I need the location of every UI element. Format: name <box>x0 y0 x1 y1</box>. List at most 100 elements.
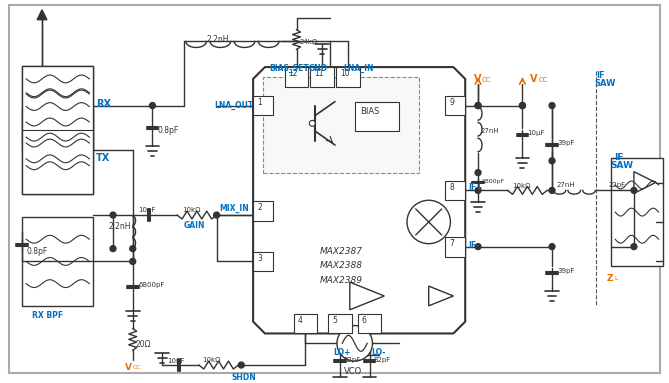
Text: 6: 6 <box>362 316 367 325</box>
Text: 24kΩ: 24kΩ <box>300 39 318 46</box>
Circle shape <box>475 244 481 250</box>
Text: 39pF: 39pF <box>557 268 575 274</box>
Bar <box>355 101 399 131</box>
Polygon shape <box>350 282 384 310</box>
Text: BIAS: BIAS <box>360 106 379 116</box>
Circle shape <box>520 103 525 108</box>
Circle shape <box>337 326 373 361</box>
Text: 9: 9 <box>450 98 454 107</box>
Text: 27nH: 27nH <box>557 182 575 188</box>
Text: 5: 5 <box>332 316 337 325</box>
Text: MIX_IN: MIX_IN <box>219 204 250 213</box>
Text: MAX2387: MAX2387 <box>320 247 363 255</box>
Circle shape <box>631 187 637 193</box>
Circle shape <box>110 246 116 252</box>
Text: VCO: VCO <box>344 367 362 376</box>
Bar <box>22 217 93 306</box>
Text: CC: CC <box>482 77 492 83</box>
Text: LNA_OUT: LNA_OUT <box>215 101 254 110</box>
Circle shape <box>549 103 555 108</box>
Circle shape <box>130 259 136 264</box>
Text: LNA_IN: LNA_IN <box>343 64 373 73</box>
Bar <box>446 96 465 115</box>
Text: MAX2389: MAX2389 <box>320 276 363 285</box>
Text: 82pF: 82pF <box>373 357 391 363</box>
Circle shape <box>631 244 637 250</box>
Bar <box>310 67 334 87</box>
Text: IF: IF <box>597 71 605 80</box>
Text: 1: 1 <box>257 98 262 107</box>
Circle shape <box>110 212 116 218</box>
Bar <box>446 237 465 257</box>
Text: CC: CC <box>539 77 548 83</box>
Text: 3: 3 <box>257 254 262 262</box>
Text: IF: IF <box>614 153 624 162</box>
Text: TX: TX <box>96 153 110 163</box>
Bar <box>294 314 317 334</box>
Text: 11: 11 <box>314 69 324 78</box>
Text: CC: CC <box>132 365 142 370</box>
Text: LO-: LO- <box>371 348 386 357</box>
Text: 27nH: 27nH <box>481 128 500 134</box>
Bar <box>285 67 308 87</box>
Circle shape <box>149 103 155 108</box>
Text: SAW: SAW <box>595 79 616 88</box>
Circle shape <box>130 246 136 252</box>
Text: SAW: SAW <box>610 161 634 170</box>
Bar <box>263 77 419 173</box>
Text: L: L <box>614 276 617 281</box>
Text: RX BPF: RX BPF <box>32 311 64 320</box>
Text: 39pF: 39pF <box>557 140 575 146</box>
Bar <box>253 96 273 115</box>
Text: SHDN: SHDN <box>231 373 256 382</box>
Text: 6800pF: 6800pF <box>482 178 505 183</box>
Text: MAX2388: MAX2388 <box>320 262 363 270</box>
Text: 10kΩ: 10kΩ <box>202 357 220 363</box>
Text: 7: 7 <box>450 239 454 248</box>
Text: 10nF: 10nF <box>167 358 185 364</box>
Polygon shape <box>37 10 47 20</box>
Polygon shape <box>634 172 656 193</box>
Text: 10µF: 10µF <box>527 130 545 136</box>
Text: 10nF: 10nF <box>138 207 156 213</box>
Circle shape <box>309 120 315 126</box>
Bar <box>253 252 273 271</box>
Text: 10: 10 <box>340 69 349 78</box>
Text: 82pF: 82pF <box>344 357 361 363</box>
Text: 2: 2 <box>257 203 262 212</box>
Polygon shape <box>429 286 454 306</box>
Text: 22pF: 22pF <box>608 182 626 188</box>
Text: 2.2nH: 2.2nH <box>207 34 229 44</box>
Text: 4: 4 <box>298 316 302 325</box>
Text: 10kΩ: 10kΩ <box>182 207 201 213</box>
Circle shape <box>549 158 555 164</box>
Text: V: V <box>474 74 482 84</box>
Text: 8: 8 <box>450 183 454 192</box>
Bar <box>336 67 360 87</box>
Circle shape <box>549 187 555 193</box>
Text: GAIN: GAIN <box>184 221 205 230</box>
Polygon shape <box>253 67 465 334</box>
Text: RX: RX <box>96 99 111 109</box>
Circle shape <box>475 103 481 108</box>
Text: IF-: IF- <box>468 241 479 250</box>
Bar <box>358 314 381 334</box>
Text: IF+: IF+ <box>468 183 482 193</box>
Text: GND: GND <box>308 64 328 73</box>
Text: 2.2nH: 2.2nH <box>108 222 130 231</box>
Bar <box>446 180 465 200</box>
Text: LO+: LO+ <box>333 348 351 357</box>
Bar <box>328 314 352 334</box>
Bar <box>253 201 273 221</box>
Bar <box>22 66 93 194</box>
Circle shape <box>407 200 450 244</box>
Circle shape <box>475 103 481 108</box>
Text: Z: Z <box>606 274 613 283</box>
Circle shape <box>238 362 244 368</box>
Text: 0.8pF: 0.8pF <box>157 126 179 135</box>
Circle shape <box>520 103 525 108</box>
Bar <box>22 66 93 150</box>
Circle shape <box>475 170 481 176</box>
Circle shape <box>213 212 219 218</box>
Circle shape <box>549 244 555 250</box>
